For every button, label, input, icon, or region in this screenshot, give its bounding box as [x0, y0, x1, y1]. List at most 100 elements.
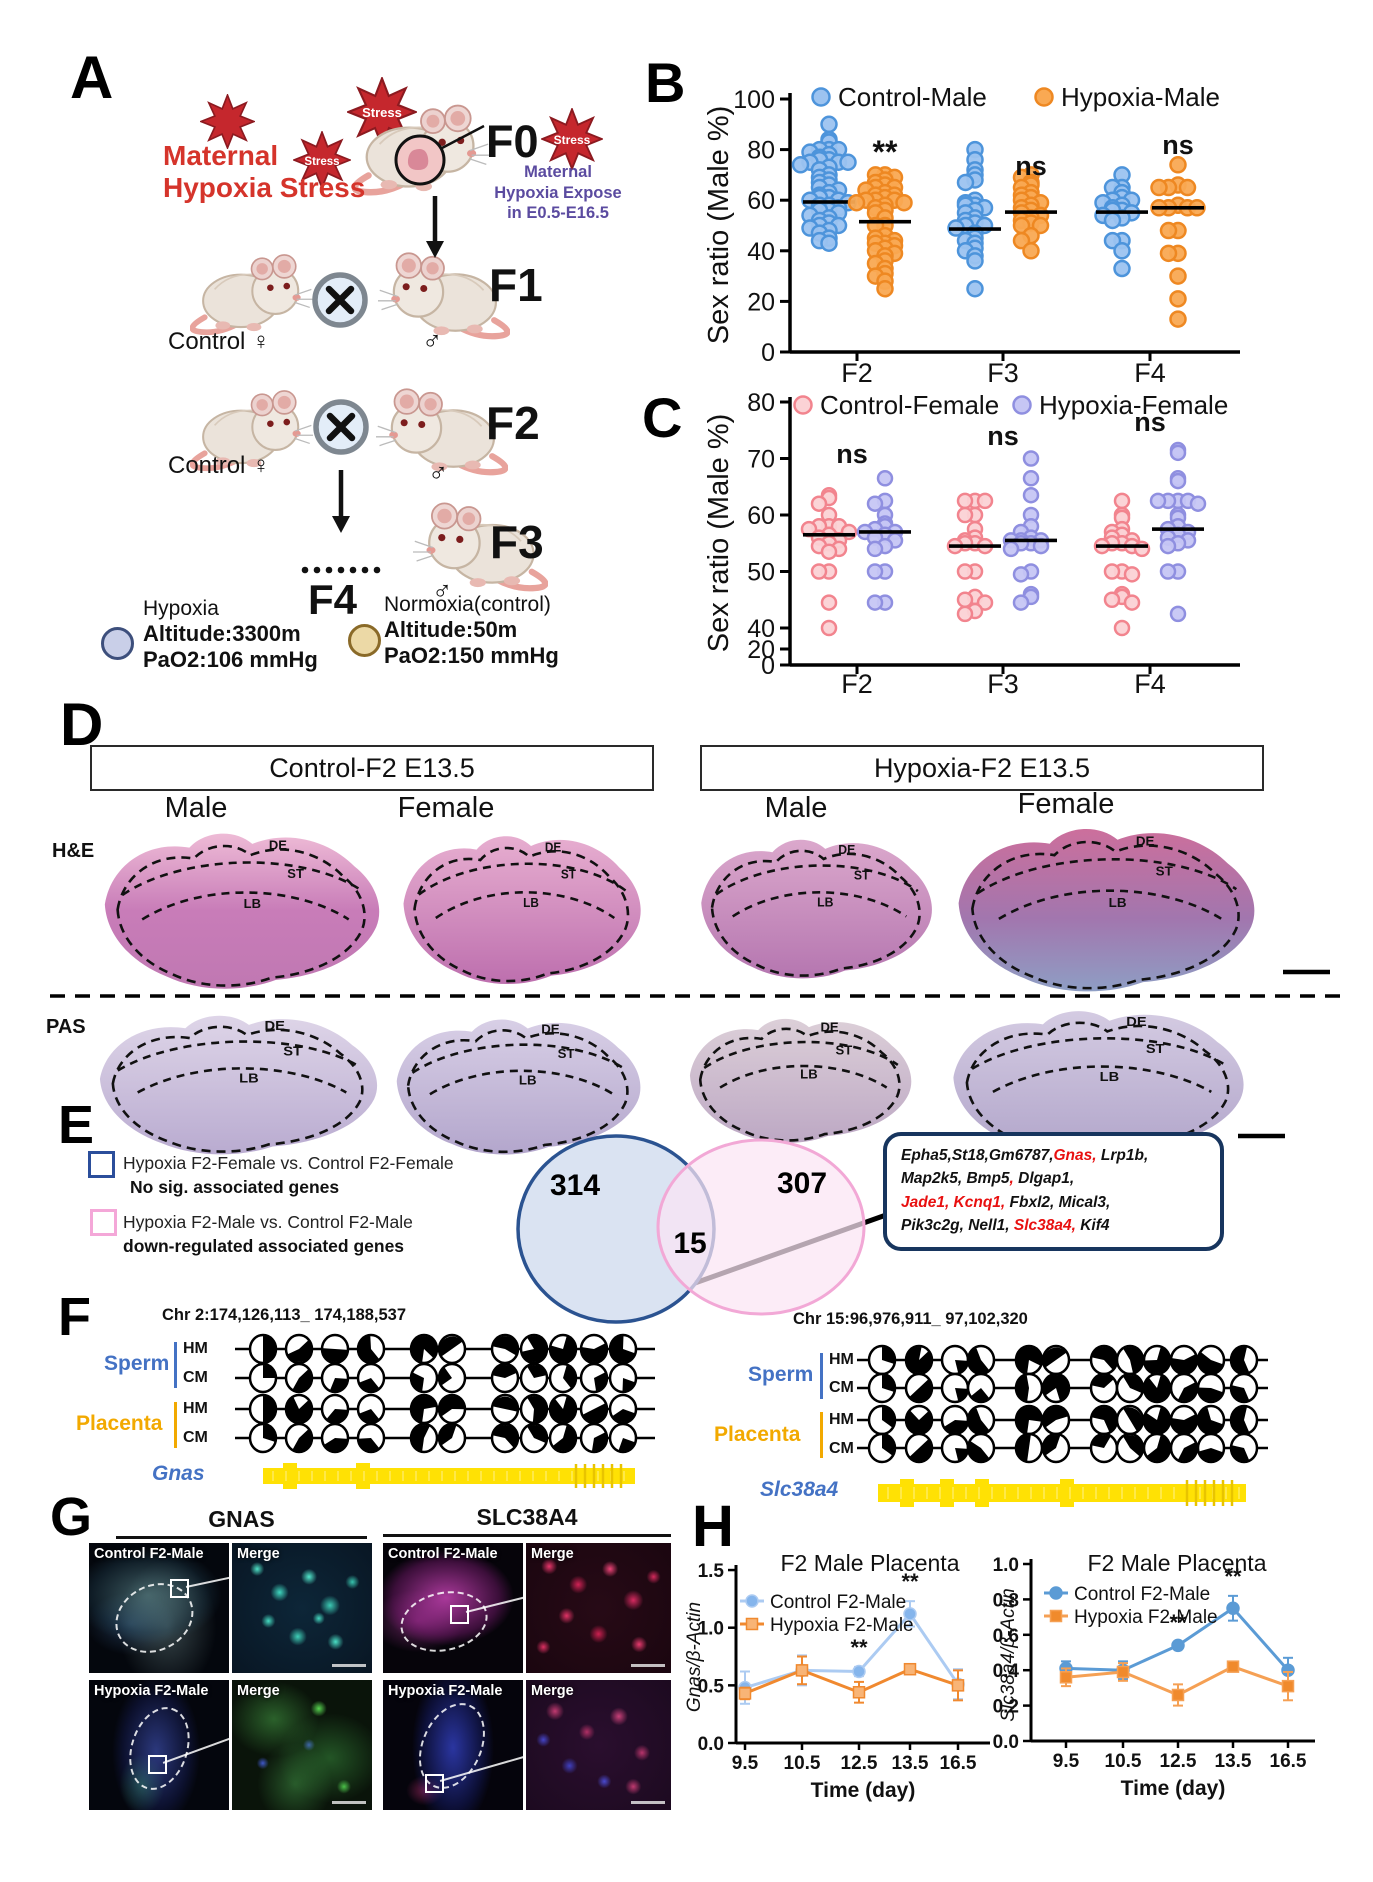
- mean-line: [1096, 210, 1148, 214]
- if-image-label: Hypoxia F2-Male: [388, 1683, 503, 1699]
- data-point: [1012, 566, 1030, 583]
- cpg-methylation-fill: [967, 1407, 990, 1434]
- chart-shape: [104, 833, 380, 989]
- data-point: [1123, 594, 1141, 611]
- data-point: [876, 280, 894, 298]
- data-point: [1103, 591, 1121, 608]
- overlap-gene-list: Epha5,St18,Gm6787,Gnas, Lrp1b, Map2k5, Bm…: [883, 1132, 1224, 1251]
- x-tick-label: F3: [987, 669, 1019, 699]
- if-image-slc-hypoxia: Hypoxia F2-Male: [383, 1680, 523, 1810]
- significance-label: **: [901, 1569, 919, 1594]
- cpg-methylation-fill: [1178, 1442, 1198, 1462]
- x-tick-label: F4: [1134, 669, 1166, 699]
- y-axis-label: Gnas/β-Actin: [684, 1602, 705, 1712]
- hm-label: HM: [829, 1351, 854, 1368]
- cpg-methylation-fill: [1197, 1352, 1224, 1374]
- data-point: [956, 563, 974, 580]
- sperm-label-gnas: Sperm: [104, 1352, 170, 1375]
- scalebar-icon: [332, 1801, 366, 1804]
- cpg-methylation-fill: [358, 1438, 380, 1452]
- cpg-methylation-fill: [618, 1438, 636, 1451]
- data-point: [976, 492, 994, 510]
- cpg-methylation-fill: [549, 1336, 576, 1362]
- cpg-methylation-fill: [1178, 1382, 1198, 1402]
- x-tick-label: 12.5: [1160, 1751, 1197, 1772]
- chart-text: 60: [747, 502, 775, 530]
- panel-b-label: B: [645, 51, 686, 114]
- cpg-methylation-fill: [1091, 1407, 1118, 1432]
- x-tick-label: F4: [1134, 358, 1166, 388]
- mean-line: [949, 227, 1001, 231]
- slc38a4-locus-coordinates: Chr 15:96,976,911_ 97,102,320: [793, 1310, 1028, 1328]
- hypoxia-pao2: PaO2:106 mmHg: [143, 647, 318, 672]
- legend-marker-icon: [1049, 1586, 1063, 1600]
- cpg-methylation-fill: [905, 1346, 932, 1373]
- placenta-label-gnas: Placenta: [76, 1412, 163, 1435]
- chart-shape: [113, 1027, 362, 1152]
- gene-name: Lrp1b,: [1096, 1147, 1149, 1164]
- significance-label: **: [850, 1635, 868, 1660]
- chart-shape: [993, 1067, 1211, 1092]
- data-point: [1116, 1665, 1130, 1679]
- breeding-scheme-diagram: Stress Stress Stress: [0, 77, 603, 700]
- roi-box-icon: [147, 1755, 167, 1775]
- gene-name: Kif4: [1075, 1216, 1110, 1234]
- data-point: [820, 234, 838, 252]
- x-tick-label: 10.5: [1105, 1751, 1142, 1772]
- cpg-methylation-fill: [492, 1425, 519, 1448]
- panel-a-label: A: [70, 44, 114, 111]
- mean-line: [1096, 544, 1148, 548]
- male-comparison-swatch-icon: [90, 1209, 117, 1236]
- data-point: [1022, 450, 1040, 467]
- data-point: [895, 193, 913, 212]
- data-point: [1113, 242, 1131, 260]
- stress-burst-icon: Stress Stress Stress: [200, 77, 603, 189]
- x-tick-label: F2: [841, 358, 873, 388]
- cpg-methylation-fill: [286, 1397, 313, 1422]
- placenta-section-image: DE ST LB: [689, 1018, 912, 1143]
- region-label: ST: [835, 1043, 852, 1058]
- col-female-1: Female: [397, 792, 495, 824]
- data-point: [820, 594, 838, 611]
- data-point: [1012, 594, 1030, 611]
- cpg-methylation-fill: [1042, 1374, 1069, 1401]
- region-label: DE: [838, 843, 855, 857]
- control-female-label-f2: Control ♀: [168, 452, 271, 479]
- x-tick-label: 16.5: [940, 1753, 977, 1774]
- data-point: [903, 1607, 917, 1621]
- gnas-locus-coordinates: Chr 2:174,126,113_ 174,188,537: [162, 1306, 407, 1324]
- cpg-methylation-fill: [909, 1379, 933, 1402]
- data-point: [1169, 156, 1187, 174]
- male-symbol-f2: ♂: [428, 458, 449, 488]
- slc38a4-gene-label: Slc38a4: [760, 1478, 839, 1501]
- control-group-header: Control-F2 E13.5: [90, 745, 654, 791]
- chart-text: 0.5: [698, 1676, 725, 1697]
- region-label: ST: [558, 1046, 575, 1061]
- f0-label: F0: [486, 116, 539, 167]
- mean-line: [949, 544, 1001, 548]
- region-label: LB: [239, 1071, 259, 1085]
- cpg-methylation-fill: [439, 1395, 466, 1417]
- y-axis-label: Sex ratio (Male %): [703, 106, 735, 345]
- chart-text: 1.5: [698, 1561, 725, 1582]
- cpg-methylation-fill: [1123, 1375, 1144, 1394]
- data-point: [852, 1664, 866, 1679]
- cpg-methylation-fill: [970, 1388, 990, 1402]
- region-label: DE: [1136, 834, 1155, 848]
- normoxia-altitude: Altitude:50m: [384, 617, 518, 642]
- data-point: [1159, 221, 1178, 240]
- placenta-section-image: DE ST LB: [99, 1015, 378, 1155]
- scalebar-icon: [631, 1801, 665, 1804]
- svg-text:Stress: Stress: [554, 133, 591, 147]
- svg-text:Stress: Stress: [362, 105, 402, 120]
- region-label: LB: [817, 895, 833, 909]
- data-point: [1281, 1679, 1295, 1693]
- venn-diagram: 314 307 15: [516, 1134, 887, 1324]
- cpg-methylation-fill: [411, 1425, 430, 1451]
- chart-shape: [118, 1042, 360, 1071]
- mean-line: [859, 219, 911, 224]
- cpg-methylation-fill: [287, 1340, 312, 1362]
- chart-text: 20: [747, 288, 775, 316]
- data-point: [1169, 472, 1187, 490]
- mean-line: [1005, 210, 1057, 214]
